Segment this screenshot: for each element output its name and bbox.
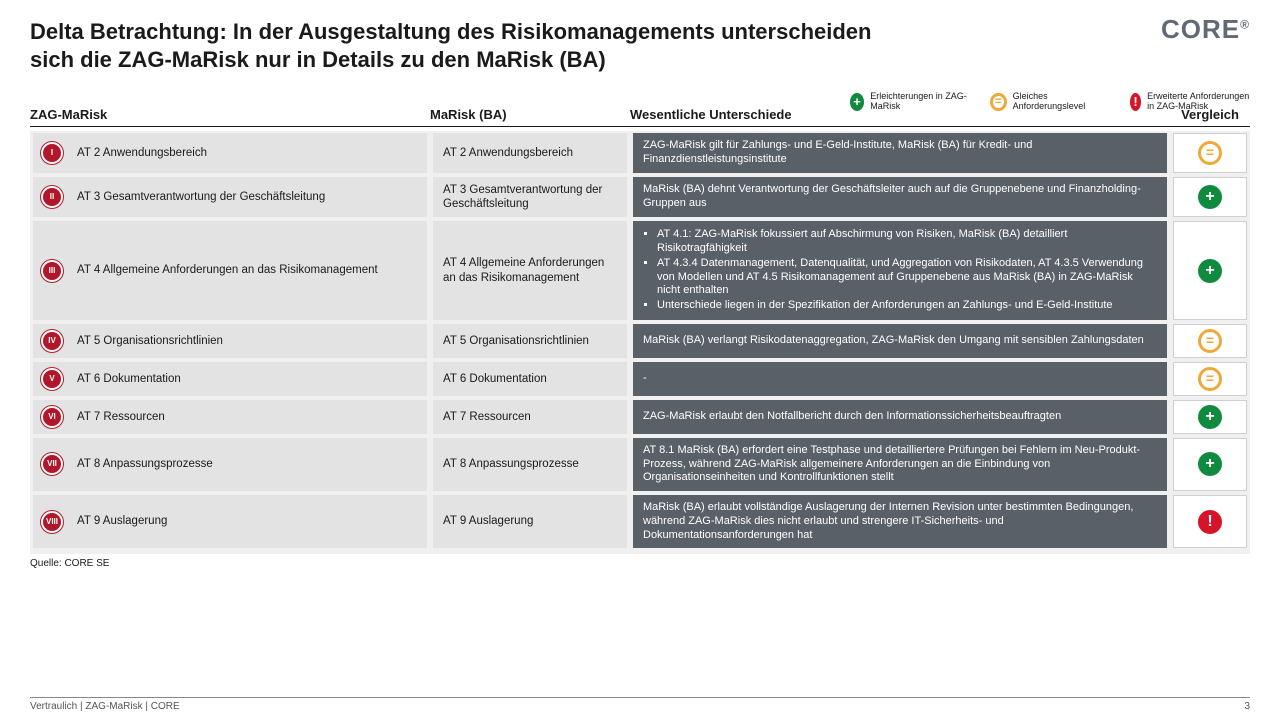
yellow-compare-icon: = (1198, 141, 1222, 165)
ba-cell: AT 2 Anwendungsbereich (433, 133, 627, 173)
diff-cell: MaRisk (BA) erlaubt vollständige Auslage… (633, 495, 1167, 548)
roman-badge: II (41, 186, 63, 208)
plus-icon: + (850, 93, 864, 111)
legend-yellow-label: Gleiches Anforderungslevel (1013, 92, 1110, 112)
yellow-compare-icon: = (1198, 367, 1222, 391)
table-row: III AT 4 Allgemeine Anforderungen an das … (30, 221, 1250, 320)
diff-cell: ZAG-MaRisk erlaubt den Notfallbericht du… (633, 400, 1167, 434)
legend: + Erleichterungen in ZAG-MaRisk = Gleich… (850, 92, 1250, 112)
source-note: Quelle: CORE SE (30, 558, 1250, 569)
ba-cell: AT 6 Dokumentation (433, 362, 627, 396)
table-row: II AT 3 Gesamtverantwortung der Geschäfts… (30, 177, 1250, 218)
diff-list-item: AT 4.1: ZAG-MaRisk fokussiert auf Abschi… (657, 228, 1157, 256)
diff-cell: AT 8.1 MaRisk (BA) erfordert eine Testph… (633, 438, 1167, 491)
zag-cell: VI AT 7 Ressourcen (33, 400, 427, 434)
compare-cell: + (1173, 221, 1247, 320)
ba-cell: AT 8 Anpassungsprozesse (433, 438, 627, 491)
table-row: VAT 6 DokumentationAT 6 Dokumentation-= (30, 362, 1250, 396)
green-compare-icon: + (1198, 405, 1222, 429)
compare-cell: + (1173, 400, 1247, 434)
compare-cell: ! (1173, 495, 1247, 548)
compare-cell: + (1173, 177, 1247, 218)
roman-badge: IV (41, 330, 63, 352)
diff-cell: MaRisk (BA) verlangt Risikodatenaggregat… (633, 324, 1167, 358)
compare-cell: = (1173, 324, 1247, 358)
roman-badge: III (41, 260, 63, 282)
zag-cell: V AT 6 Dokumentation (33, 362, 427, 396)
compare-cell: = (1173, 133, 1247, 173)
green-compare-icon: + (1198, 452, 1222, 476)
equals-icon: = (990, 93, 1007, 111)
roman-badge: VIII (41, 511, 63, 533)
page-title: Delta Betrachtung: In der Ausgestaltung … (30, 18, 910, 73)
ba-cell: AT 5 Organisationsrichtlinien (433, 324, 627, 358)
roman-badge: VI (41, 406, 63, 428)
zag-label: AT 6 Dokumentation (77, 372, 181, 386)
diff-cell: MaRisk (BA) dehnt Verantwortung der Gesc… (633, 177, 1167, 218)
zag-cell: VII AT 8 Anpassungsprozesse (33, 438, 427, 491)
table-row: VIAT 7 RessourcenAT 7 RessourcenZAG-MaRi… (30, 400, 1250, 434)
zag-cell: III AT 4 Allgemeine Anforderungen an das … (33, 221, 427, 320)
table-row: VIIIAT 9 AuslagerungAT 9 AuslagerungMaRi… (30, 495, 1250, 548)
legend-green-label: Erleichterungen in ZAG-MaRisk (870, 92, 970, 112)
roman-badge: V (41, 368, 63, 390)
zag-label: AT 4 Allgemeine Anforderungen an das Ris… (77, 263, 378, 277)
diff-list-item: AT 4.3.4 Datenmanagement, Datenqualität,… (657, 257, 1157, 298)
green-compare-icon: + (1198, 259, 1222, 283)
zag-cell: VIII AT 9 Auslagerung (33, 495, 427, 548)
diff-cell: ZAG-MaRisk gilt für Zahlungs- und E-Geld… (633, 133, 1167, 173)
zag-label: AT 3 Gesamtverantwortung der Geschäftsle… (77, 190, 325, 204)
zag-label: AT 9 Auslagerung (77, 514, 167, 528)
diff-list-item: Unterschiede liegen in der Spezifikation… (657, 299, 1157, 313)
zag-label: AT 5 Organisationsrichtlinien (77, 334, 223, 348)
logo-mark: ® (1240, 17, 1250, 31)
table-row: I AT 2 Anwendungsbereich AT 2 Anwendungsbe… (30, 133, 1250, 173)
footer: Vertraulich | ZAG-MaRisk | CORE 3 (30, 697, 1250, 712)
roman-badge: VII (41, 453, 63, 475)
legend-green: + Erleichterungen in ZAG-MaRisk (850, 92, 970, 112)
ba-cell: AT 4 Allgemeine Anforderungen an das Ris… (433, 221, 627, 320)
zag-label: AT 2 Anwendungsbereich (77, 146, 207, 160)
compare-cell: = (1173, 362, 1247, 396)
diff-cell: AT 4.1: ZAG-MaRisk fokussiert auf Abschi… (633, 221, 1167, 320)
logo-text: CORE (1161, 14, 1240, 44)
legend-red-label: Erweiterte Anforderungen in ZAG-MaRisk (1147, 92, 1250, 112)
table-row: VII AT 8 Anpassungsprozesse AT 8 Anpassung… (30, 438, 1250, 491)
compare-cell: + (1173, 438, 1247, 491)
ba-cell: AT 3 Gesamtverantwortung der Geschäftsle… (433, 177, 627, 218)
legend-red: ! Erweiterte Anforderungen in ZAG-MaRisk (1130, 92, 1250, 112)
yellow-compare-icon: = (1198, 329, 1222, 353)
green-compare-icon: + (1198, 185, 1222, 209)
zag-label: AT 7 Ressourcen (77, 410, 165, 424)
zag-cell: I AT 2 Anwendungsbereich (33, 133, 427, 173)
legend-yellow: = Gleiches Anforderungslevel (990, 92, 1110, 112)
roman-badge: I (41, 142, 63, 164)
diff-cell: - (633, 362, 1167, 396)
col-zag: ZAG-MaRisk (30, 107, 430, 122)
ba-cell: AT 7 Ressourcen (433, 400, 627, 434)
table-row: IV AT 5 Organisationsrichtlinien AT 5 Orga… (30, 324, 1250, 358)
col-ba: MaRisk (BA) (430, 107, 630, 122)
table-body: I AT 2 Anwendungsbereich AT 2 Anwendungsbe… (30, 131, 1250, 554)
red-compare-icon: ! (1198, 510, 1222, 534)
footer-left: Vertraulich | ZAG-MaRisk | CORE (30, 701, 180, 712)
zag-label: AT 8 Anpassungsprozesse (77, 457, 213, 471)
zag-cell: IV AT 5 Organisationsrichtlinien (33, 324, 427, 358)
zag-cell: II AT 3 Gesamtverantwortung der Geschäfts… (33, 177, 427, 218)
logo: CORE® (1161, 14, 1250, 45)
alert-icon: ! (1130, 93, 1141, 111)
footer-page: 3 (1244, 701, 1250, 712)
ba-cell: AT 9 Auslagerung (433, 495, 627, 548)
